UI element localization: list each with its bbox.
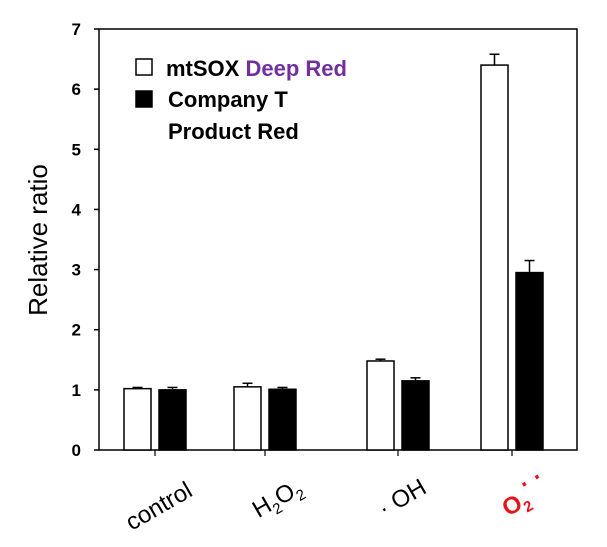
category-label: control <box>121 477 197 536</box>
category-label: · OH <box>374 474 431 523</box>
category-labels: control H2O2 · OH O2· · <box>121 463 556 536</box>
category-label: H2O2 <box>248 474 309 527</box>
y-tick-label: 7 <box>72 20 81 39</box>
y-tick-label: 5 <box>72 140 81 159</box>
legend-swatch-mtsox <box>135 58 153 76</box>
category-label: O2· · <box>491 463 556 525</box>
y-axis: 0 1 2 3 4 5 6 7 <box>72 20 99 460</box>
y-tick-label: 3 <box>72 261 81 280</box>
bar-mtsox <box>123 387 152 451</box>
legend-label-mtsox: mtSOX Deep Red <box>166 56 347 81</box>
y-tick-label: 4 <box>72 200 82 219</box>
bars <box>123 53 544 456</box>
plot-frame <box>98 28 578 451</box>
bar-company-t <box>401 380 430 451</box>
legend: mtSOX Deep Red Company T Product Red <box>135 56 347 144</box>
y-axis-title: Relative ratio <box>23 164 53 316</box>
bar-company-t <box>515 271 544 451</box>
legend-mtsox-part1: mtSOX <box>166 56 240 81</box>
legend-mtsox-part2: Deep Red <box>245 56 346 81</box>
legend-swatch-company-t <box>135 90 153 108</box>
y-tick-label: 0 <box>72 441 81 460</box>
y-tick-label: 6 <box>72 80 81 99</box>
legend-label-company-t-line1: Company T <box>168 87 288 112</box>
y-tick-label: 1 <box>72 381 81 400</box>
bar-mtsox <box>480 64 509 451</box>
bar-company-t <box>158 389 187 451</box>
bar-company-t <box>268 388 297 451</box>
bar-mtsox <box>366 360 395 451</box>
bar-mtsox <box>233 386 262 451</box>
legend-label-company-t-line2: Product Red <box>168 119 299 144</box>
y-tick-label: 2 <box>72 321 81 340</box>
